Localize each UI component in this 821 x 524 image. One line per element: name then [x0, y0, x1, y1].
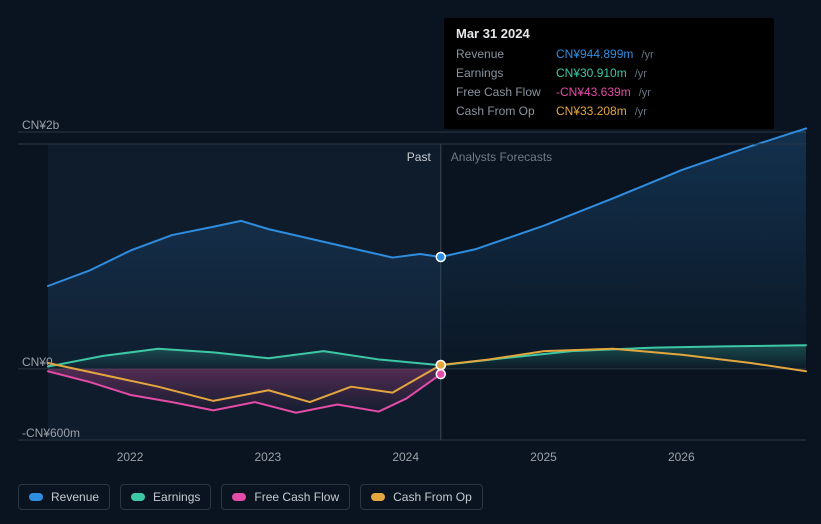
legend-item-revenue[interactable]: Revenue: [18, 484, 110, 510]
past-period-label: Past: [407, 150, 431, 164]
tooltip-row-label: Revenue: [456, 45, 548, 63]
tooltip-row-unit: /yr: [639, 84, 651, 102]
forecast-period-label: Analysts Forecasts: [451, 150, 552, 164]
chart-tooltip: Mar 31 2024 RevenueCN¥944.899m/yrEarning…: [444, 18, 774, 129]
legend-label: Cash From Op: [393, 490, 472, 504]
legend-item-fcf[interactable]: Free Cash Flow: [221, 484, 350, 510]
legend-label: Free Cash Flow: [254, 490, 339, 504]
legend-label: Earnings: [153, 490, 200, 504]
x-axis-label: 2024: [392, 450, 419, 464]
tooltip-row: Revenue CN¥944.899m/yr: [456, 45, 762, 64]
legend-swatch: [131, 493, 145, 501]
tooltip-row-value: -CN¥43.639m: [556, 83, 631, 101]
tooltip-row: Earnings CN¥30.910m/yr: [456, 64, 762, 83]
tooltip-row: Free Cash Flow -CN¥43.639m/yr: [456, 83, 762, 102]
tooltip-row-value: CN¥944.899m: [556, 45, 633, 63]
financial-chart: CN¥2b CN¥0 -CN¥600m 2022 2023 2024 2025 2026 P…: [0, 0, 821, 524]
x-axis-label: 2023: [255, 450, 282, 464]
legend-label: Revenue: [51, 490, 99, 504]
tooltip-row-label: Earnings: [456, 64, 548, 82]
tooltip-row-unit: /yr: [635, 65, 647, 83]
legend-swatch: [29, 493, 43, 501]
legend-item-cfo[interactable]: Cash From Op: [360, 484, 483, 510]
y-axis-label: CN¥2b: [22, 118, 59, 132]
tooltip-row-unit: /yr: [635, 103, 647, 121]
tooltip-row-value: CN¥33.208m: [556, 102, 627, 120]
tooltip-row-label: Free Cash Flow: [456, 83, 548, 101]
tooltip-row-value: CN¥30.910m: [556, 64, 627, 82]
tooltip-row-label: Cash From Op: [456, 102, 548, 120]
y-axis-label: CN¥0: [22, 355, 53, 369]
y-axis-label: -CN¥600m: [22, 426, 80, 440]
legend-swatch: [371, 493, 385, 501]
x-axis-label: 2025: [530, 450, 557, 464]
legend-item-earnings[interactable]: Earnings: [120, 484, 211, 510]
chart-legend: Revenue Earnings Free Cash Flow Cash From O…: [18, 484, 483, 510]
legend-swatch: [232, 493, 246, 501]
tooltip-row: Cash From Op CN¥33.208m/yr: [456, 102, 762, 121]
tooltip-date: Mar 31 2024: [456, 26, 762, 41]
x-axis-label: 2026: [668, 450, 695, 464]
tooltip-row-unit: /yr: [641, 46, 653, 64]
x-axis-label: 2022: [117, 450, 144, 464]
